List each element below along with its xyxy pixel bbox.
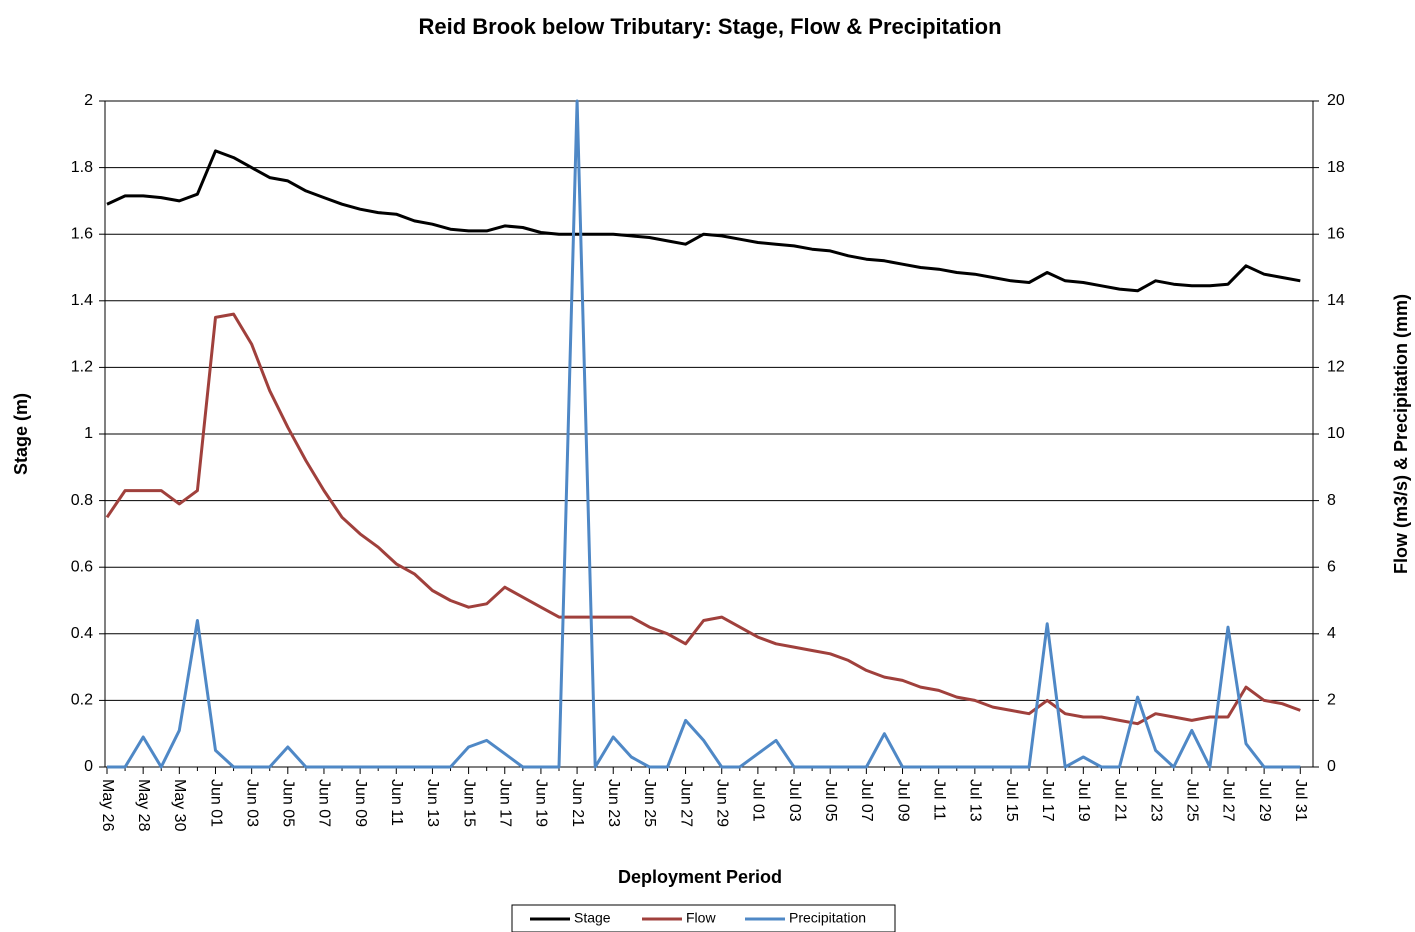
- y2-tick-label: 20: [1327, 92, 1345, 109]
- x-tick-label: Jul 27: [1220, 779, 1237, 822]
- x-tick-label: Jun 01: [207, 779, 224, 827]
- y-tick-label: 1.2: [71, 359, 93, 376]
- y-tick-label: 0.2: [71, 692, 93, 709]
- x-tick-label: Jul 05: [822, 779, 839, 822]
- x-tick-label: Jul 23: [1147, 779, 1164, 822]
- y-tick-label: 1: [84, 425, 93, 442]
- y2-tick-label: 14: [1327, 292, 1345, 309]
- x-tick-label: May 28: [135, 779, 152, 832]
- x-tick-label: Jun 05: [280, 779, 297, 827]
- y-axis-title: Stage (m): [11, 393, 31, 475]
- y2-axis-title: Flow (m3/s) & Precipitation (mm): [1391, 294, 1411, 574]
- x-tick-label: Jun 29: [713, 779, 730, 827]
- y-tick-label: 0: [84, 758, 93, 775]
- series-line: [106, 149, 1301, 293]
- y2-tick-label: 16: [1327, 225, 1345, 242]
- x-tick-label: Jun 19: [533, 779, 550, 827]
- y-tick-label: 0.4: [71, 625, 93, 642]
- x-tick-label: Jul 15: [1003, 779, 1020, 822]
- y2-tick-label: 10: [1327, 425, 1345, 442]
- y2-tick-label: 4: [1327, 625, 1336, 642]
- x-tick-label: Jun 09: [352, 779, 369, 827]
- x-tick-label: Jul 01: [750, 779, 767, 822]
- y-tick-label: 1.6: [71, 225, 93, 242]
- x-tick-label: Jun 25: [641, 779, 658, 827]
- y2-tick-label: 12: [1327, 359, 1345, 376]
- x-tick-label: Jun 21: [569, 779, 586, 827]
- x-tick-label: Jul 09: [894, 779, 911, 822]
- x-tick-label: Jun 17: [497, 779, 514, 827]
- x-tick-label: Jul 17: [1039, 779, 1056, 822]
- x-tick-label: Jun 07: [316, 779, 333, 827]
- legend-box: [511, 904, 896, 932]
- legend-label: Flow: [686, 910, 716, 926]
- series-line: [105, 312, 1301, 726]
- x-tick-label: Jun 23: [605, 779, 622, 827]
- legend-label: Stage: [574, 910, 611, 926]
- y-tick-label: 0.8: [71, 492, 93, 509]
- x-axis-title: Deployment Period: [618, 867, 782, 887]
- x-tick-label: Jul 25: [1184, 779, 1201, 822]
- x-tick-label: Jul 21: [1111, 779, 1128, 822]
- y2-tick-label: 18: [1327, 159, 1345, 176]
- y-tick-label: 2: [84, 92, 93, 109]
- x-tick-label: Jul 29: [1256, 779, 1273, 822]
- x-tick-label: Jul 07: [858, 779, 875, 822]
- y2-tick-label: 2: [1327, 692, 1336, 709]
- x-tick-label: Jul 03: [786, 779, 803, 822]
- x-tick-label: Jun 15: [460, 779, 477, 827]
- y2-tick-label: 8: [1327, 492, 1336, 509]
- x-tick-label: Jun 11: [388, 779, 405, 826]
- x-tick-label: May 30: [171, 779, 188, 832]
- series-line: [107, 99, 1301, 769]
- legend-label: Precipitation: [789, 910, 866, 926]
- y-tick-label: 0.6: [71, 558, 93, 575]
- y2-tick-label: 6: [1327, 558, 1336, 575]
- x-tick-label: Jul 19: [1075, 779, 1092, 822]
- x-tick-label: Jul 31: [1292, 779, 1309, 822]
- y2-tick-label: 0: [1327, 758, 1336, 775]
- x-tick-label: Jun 13: [424, 779, 441, 827]
- chart-title: Reid Brook below Tributary: Stage, Flow …: [418, 14, 1001, 39]
- x-tick-label: Jul 13: [967, 779, 984, 822]
- y-tick-label: 1.8: [71, 159, 93, 176]
- x-tick-label: Jul 11: [930, 779, 947, 821]
- x-tick-label: May 26: [99, 779, 116, 832]
- y-tick-label: 1.4: [71, 292, 93, 309]
- x-tick-label: Jun 27: [677, 779, 694, 827]
- x-tick-label: Jun 03: [243, 779, 260, 827]
